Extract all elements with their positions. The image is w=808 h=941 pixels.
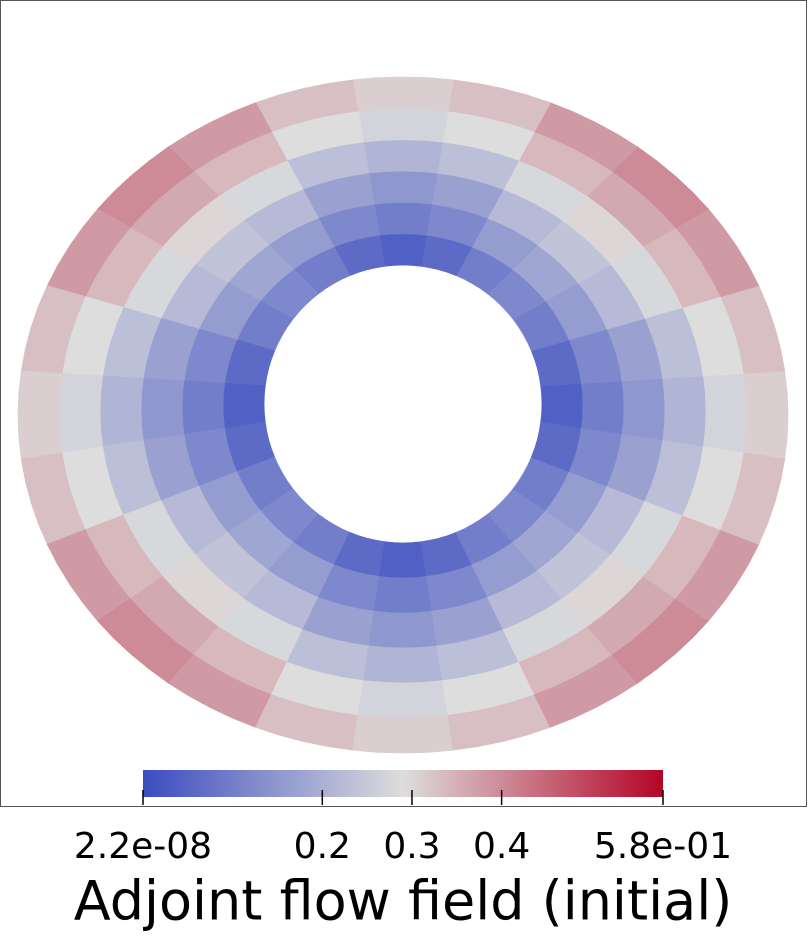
field-cell [379,541,427,579]
field-cell [373,201,433,236]
field-cell [352,714,454,754]
field-cell [363,645,443,684]
field-cell [363,139,443,174]
field-cell [373,576,433,614]
field-cell [621,377,666,442]
field [17,76,789,754]
field-cell [702,372,748,454]
colorbar-tick-label: 0.2 [294,826,351,867]
frame [0,0,807,807]
field-cell [99,375,144,448]
field-cell [222,382,266,429]
field-cell [720,452,786,545]
colorbar-tick-label: 0.3 [383,826,440,867]
field-cell [368,170,438,205]
field-cell [540,382,584,429]
colorbar-tick-label: 0.4 [473,826,530,867]
field-cell [357,107,449,143]
field-cell [379,233,427,267]
field-cell [17,370,63,460]
field-cell [662,375,707,448]
chart-title: Adjoint flow field (initial) [74,870,733,933]
colorbar [143,770,663,797]
colorbar-tick-label: 5.8e-01 [594,826,732,867]
field-cell [140,377,185,442]
colorbar-tick-label: 2.2e-08 [74,826,212,867]
field-cell [368,610,438,649]
field-cell [357,680,449,719]
field-cell [181,380,225,435]
field-cell [581,380,625,435]
field-cell [743,370,789,460]
field-cell [58,372,104,454]
field-cell [352,76,454,112]
